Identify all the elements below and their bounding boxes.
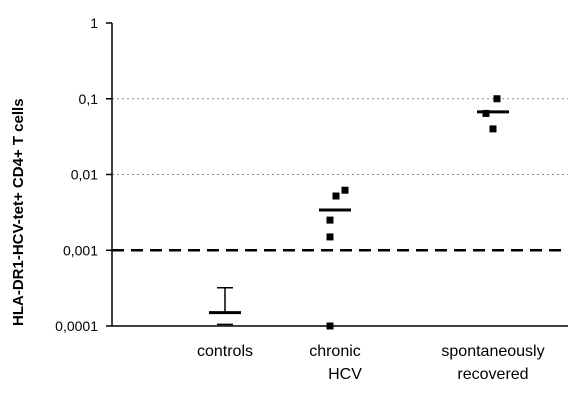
y-tick-label: 0,001 bbox=[63, 242, 98, 258]
y-axis-label: HLA-DR1-HCV-tet+ CD4+ T cells bbox=[10, 98, 27, 326]
data-point bbox=[341, 186, 349, 194]
data-point bbox=[489, 125, 497, 133]
y-tick-label: 1 bbox=[90, 15, 98, 31]
y-tick-labels: 1 0,1 0,01 0,001 0,0001 bbox=[55, 15, 112, 334]
category-label: chronic HCV bbox=[309, 343, 362, 383]
data-point bbox=[482, 109, 490, 117]
category-label: controls bbox=[197, 343, 253, 360]
gridlines bbox=[112, 98, 568, 175]
data-point bbox=[493, 95, 501, 103]
axes bbox=[111, 23, 568, 327]
category-labels: controls chronic HCV spontaneously recovered bbox=[197, 343, 545, 383]
category-label: spontaneously recovered bbox=[441, 343, 544, 383]
data-point bbox=[326, 233, 334, 241]
y-tick-label: 0,1 bbox=[79, 91, 99, 107]
data-point bbox=[326, 322, 334, 330]
data-point bbox=[332, 192, 340, 200]
y-tick-label: 0,01 bbox=[71, 167, 98, 183]
data-point bbox=[326, 216, 334, 224]
y-tick-label: 0,0001 bbox=[55, 318, 98, 334]
data-marks bbox=[209, 95, 509, 330]
